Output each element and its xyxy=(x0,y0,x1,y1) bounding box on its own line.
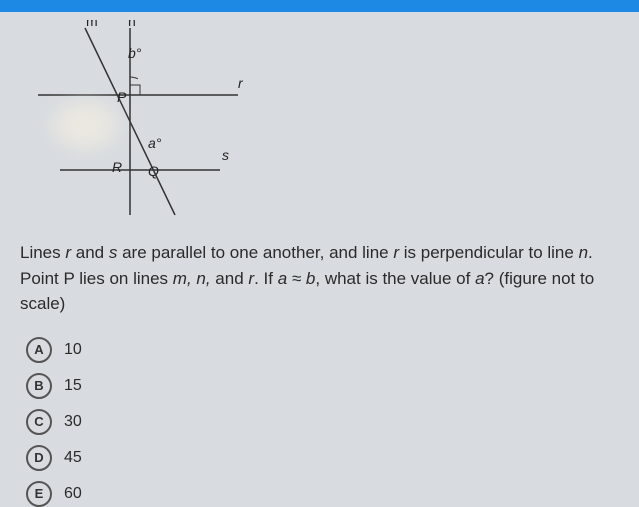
right-angle-marker xyxy=(130,85,140,95)
option-letter: E xyxy=(26,481,52,507)
diagram-label-n: n xyxy=(128,20,136,29)
option-letter: A xyxy=(26,337,52,363)
diagram-label-a: a° xyxy=(148,135,162,151)
option-value: 30 xyxy=(64,413,82,431)
diagram-label-R: R xyxy=(112,159,122,175)
question-content: m n b° Pr a° R Qs Lines r and s are parallel t… xyxy=(0,12,639,507)
diagram-label-r: r xyxy=(238,75,244,91)
option-a[interactable]: A 10 xyxy=(26,337,619,363)
diagram-label-m: m xyxy=(86,20,98,29)
diagram-label-P: P xyxy=(117,89,127,105)
answer-options: A 10 B 15 C 30 D 45 E 60 xyxy=(20,337,619,507)
angle-arc xyxy=(130,77,138,79)
diagram-label-b: b° xyxy=(128,45,142,61)
option-value: 60 xyxy=(64,485,82,503)
option-c[interactable]: C 30 xyxy=(26,409,619,435)
option-value: 15 xyxy=(64,377,82,395)
option-value: 10 xyxy=(64,341,82,359)
top-bar xyxy=(0,0,639,12)
option-e[interactable]: E 60 xyxy=(26,481,619,507)
geometry-diagram: m n b° Pr a° R Qs xyxy=(20,20,280,220)
option-b[interactable]: B 15 xyxy=(26,373,619,399)
option-letter: B xyxy=(26,373,52,399)
diagram-label-s: s xyxy=(222,147,229,163)
option-value: 45 xyxy=(64,449,82,467)
option-letter: C xyxy=(26,409,52,435)
diagram-label-Q: Q xyxy=(148,163,159,179)
option-d[interactable]: D 45 xyxy=(26,445,619,471)
question-text: Lines r and s are parallel to one anothe… xyxy=(20,240,619,317)
option-letter: D xyxy=(26,445,52,471)
